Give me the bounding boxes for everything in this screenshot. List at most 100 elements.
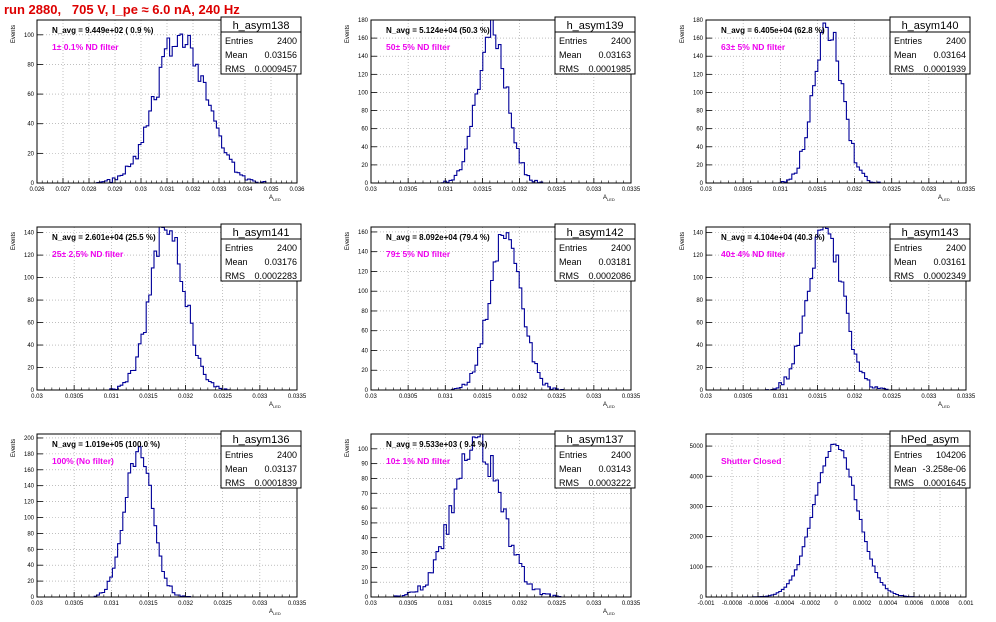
y-tick-label: 100 [358,90,369,96]
x-tick-label: 0.0325 [548,601,567,607]
y-tick-label: 100 [693,276,704,282]
y-tick-label: 100 [24,276,35,282]
x-tick-label: 0.0315 [473,187,492,193]
filter-label: 25± 2.5% ND filter [52,249,124,259]
stats-value-rms: 0.0009457 [254,64,297,74]
stats-key-rms: RMS [225,478,245,488]
x-tick-label: 0.0315 [473,601,492,607]
plot-frame [370,433,632,598]
y-tick-label: 140 [24,484,35,490]
stats-box [889,430,971,489]
stats-value-entries: 2400 [277,450,297,460]
x-tick-label: 0.0325 [883,187,902,193]
y-tick-label: 20 [696,163,703,169]
stats-value-entries: 2400 [611,243,631,253]
y-tick-label: 120 [358,269,369,275]
x-tick-label: 0.03 [135,187,147,193]
stats-box [554,223,636,282]
y-tick-label: 10 [361,580,368,586]
stats-value-entries: 104206 [936,450,966,460]
y-tick-label: 0 [31,181,35,187]
y-tick-label: 80 [27,62,34,68]
y-tick-label: 160 [358,36,369,42]
y-tick-label: 40 [27,343,34,349]
y-tick-label: 0 [365,388,369,394]
filter-label: 50± 5% ND filter [386,42,451,52]
stats-box [220,16,302,75]
stats-value-rms: 0.0001985 [588,64,631,74]
y-tick-label: 80 [361,309,368,315]
y-tick-label: 60 [361,506,368,512]
x-tick-label: 0.029 [107,187,123,193]
stats-key-mean: Mean [225,257,248,267]
stats-key-mean: Mean [225,50,248,60]
y-tick-label: 20 [27,151,34,157]
y-tick-label: 40 [27,122,34,128]
stats-key-entries: Entries [225,243,254,253]
x-tick-label: -0.0006 [748,601,769,607]
stats-key-entries: Entries [559,450,588,460]
y-tick-label: 20 [27,579,34,585]
x-tick-label: 0.0315 [139,601,158,607]
y-tick-label: 0 [31,388,35,394]
y-tick-label: 40 [696,343,703,349]
y-tick-label: 80 [696,298,703,304]
x-axis-title: ALED [269,609,281,616]
y-tick-label: 80 [696,109,703,115]
filter-label: 10± 1% ND filter [386,456,451,466]
filter-label: 40± 4% ND filter [721,249,786,259]
y-tick-label: 80 [361,476,368,482]
stats-box-title: h_asym139 [567,20,624,32]
y-tick-label: 100 [358,447,369,453]
histogram-panel-h_asym139: 0.03 0.0305 0.031 0.0315 0.032 0.0325 0.033 0.0… [345,16,641,202]
x-tick-label: -0.0002 [800,601,821,607]
n-avg-label: N_avg = 8.092e+04 (79.4 %) [386,233,490,242]
stats-value-mean: 0.03164 [933,50,966,60]
stats-box [554,16,636,75]
x-tick-label: -0.001 [697,601,715,607]
y-tick-label: 40 [361,145,368,151]
x-tick-label: 0.033 [586,394,602,400]
stats-value-entries: 2400 [277,36,297,46]
x-tick-label: 0.0335 [957,187,976,193]
x-tick-label: 0.032 [512,601,528,607]
n-avg-label: N_avg = 1.019e+05 (100.0 %) [52,440,160,449]
y-tick-label: 140 [24,231,35,237]
y-tick-label: 20 [361,163,368,169]
stats-key-mean: Mean [894,464,917,474]
x-tick-label: 0.0315 [139,394,158,400]
histogram-panel-h_asym140: 0.03 0.0305 0.031 0.0315 0.032 0.0325 0.033 0.0… [680,16,976,202]
stats-key-rms: RMS [559,64,579,74]
x-tick-label: 0.03 [31,394,43,400]
stats-key-mean: Mean [894,50,917,60]
plot-frame [705,19,967,184]
x-tick-label: 0.031 [159,187,175,193]
y-tick-label: 30 [361,551,368,557]
filter-label: 79± 5% ND filter [386,249,451,259]
x-tick-label: 0.032 [512,394,528,400]
x-tick-label: 0.0335 [288,601,307,607]
x-axis-title: ALED [938,195,950,202]
n-avg-label: N_avg = 5.124e+04 (50.3 %) [386,26,490,35]
stats-key-rms: RMS [225,271,245,281]
x-tick-label: 0.0305 [399,187,418,193]
n-avg-label: N_avg = 6.405e+04 (62.8 %) [721,26,825,35]
x-tick-label: 0.0325 [214,601,233,607]
histogram-panel-h_asym142: 0.03 0.0305 0.031 0.0315 0.032 0.0325 0.033 0.0… [345,223,641,409]
x-tick-label: 0.031 [438,601,454,607]
y-tick-label: 140 [693,231,704,237]
x-tick-label: 0.0305 [399,601,418,607]
x-tick-label: 0.0305 [734,394,753,400]
x-tick-label: 0.033 [211,187,227,193]
x-tick-label: 0.0335 [622,601,641,607]
y-tick-label: 60 [361,127,368,133]
y-tick-label: 60 [361,329,368,335]
histogram-panel-h_asym136: 0.03 0.0305 0.031 0.0315 0.032 0.0325 0.033 0.0… [11,430,307,616]
x-tick-label: 0.032 [512,187,528,193]
y-tick-label: 0 [700,595,704,601]
y-tick-label: 120 [24,500,35,506]
stats-key-rms: RMS [225,64,245,74]
y-tick-label: 20 [27,366,34,372]
stats-value-rms: 0.0001645 [923,478,966,488]
y-tick-label: 160 [693,36,704,42]
